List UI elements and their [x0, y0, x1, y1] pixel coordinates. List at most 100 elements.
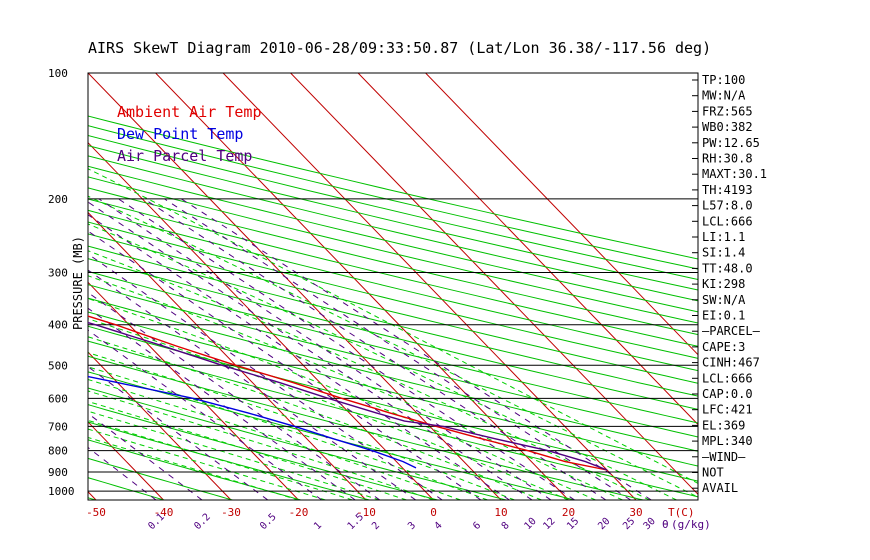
mixing-ratio-line [88, 269, 417, 500]
dry-adiabat-line [88, 355, 644, 500]
side-panel-item: SW:N/A [702, 293, 746, 307]
dry-adiabat-line [88, 233, 698, 384]
side-panel-item: WB0:382 [702, 120, 753, 134]
isotherm-line [88, 141, 434, 500]
dry-adiabat-line [88, 198, 698, 347]
isotherm-line [88, 421, 164, 500]
dry-adiabat-line [88, 325, 698, 482]
isotherm-line [88, 351, 232, 500]
side-panel-item: KI:298 [702, 277, 745, 291]
side-panel-item: TP:100 [702, 73, 745, 87]
dry-adiabat-line [88, 125, 698, 270]
side-panel-item: LI:1.1 [702, 230, 745, 244]
legend-entry: Air Parcel Temp [117, 147, 252, 165]
mixing-ratio-line [88, 214, 510, 500]
mixing-ratio-line [88, 366, 269, 500]
side-panel-item: LFC:421 [702, 403, 753, 417]
moist-adiabat-line [88, 297, 596, 500]
mixing-ratio-line [88, 307, 356, 500]
side-panel-item: LCL:666 [702, 214, 753, 228]
dry-adiabat-line [88, 311, 698, 467]
mixing-ratio-line [164, 198, 631, 500]
isotherm-line [290, 73, 698, 496]
moist-adiabat-line [88, 195, 698, 498]
moist-adiabat-line [88, 318, 569, 500]
moist-adiabat-line [88, 410, 380, 500]
bottom-temperature-tick: -10 [356, 506, 376, 519]
pressure-tick-label: 200 [48, 193, 68, 206]
pressure-tick-label: 300 [48, 267, 68, 280]
side-panel-item: CAP:0.0 [702, 387, 753, 401]
dry-adiabat-line [88, 209, 698, 359]
bottom-temperature-tick: 0 [430, 506, 437, 519]
dry-adiabat-line [88, 176, 698, 324]
dry-adiabat-line [88, 221, 698, 372]
isotherm-line [357, 73, 698, 426]
isotherm-line [88, 73, 502, 500]
side-panel-item: PW:12.65 [702, 136, 760, 150]
moist-adiabat-line [88, 168, 698, 484]
dry-adiabat-line [88, 371, 575, 500]
dry-adiabat-line [88, 258, 698, 410]
mixing-ratio-tick: 0.2 [192, 512, 213, 533]
dry-adiabat-line [88, 187, 698, 336]
pressure-tick-label: 100 [48, 67, 68, 80]
pressure-tick-label: 700 [48, 420, 68, 433]
dry-adiabat-line [88, 457, 233, 500]
side-panel-item: CAPE:3 [702, 340, 745, 354]
side-panel-item: RH:30.8 [702, 152, 753, 166]
side-panel-item: CINH:467 [702, 356, 760, 370]
series-line [88, 315, 608, 471]
mixing-ratio-tick: 8 [500, 520, 512, 532]
bottom-temperature-tick: -20 [289, 506, 309, 519]
y-axis-label: PRESSURE (MB) [71, 236, 85, 330]
mixing-ratio-line [88, 329, 323, 500]
bottom-temperature-tick: 20 [562, 506, 575, 519]
pressure-tick-label: 900 [48, 466, 68, 479]
isotherm-line [88, 281, 299, 500]
mixing-ratio-line [98, 198, 552, 500]
dry-adiabat-line [88, 387, 507, 500]
mixing-ratio-tick: 20 [596, 516, 612, 532]
side-panel-item: MW:N/A [702, 89, 746, 103]
side-panel-item: MPL:340 [702, 434, 753, 448]
side-panel-item: AVAIL [702, 481, 738, 495]
legend-entry: Dew Point Temp [117, 125, 243, 143]
side-panel-item: LCL:666 [702, 371, 753, 385]
pressure-tick-label: 400 [48, 319, 68, 332]
bottom-temperature-tick: -30 [221, 506, 241, 519]
mixing-ratio-tick: 10 [522, 516, 538, 532]
mixing-ratio-tick: 3 [406, 520, 418, 532]
dry-adiabat-line [88, 135, 698, 281]
dry-adiabat-line [88, 270, 698, 424]
dry-adiabat-line [88, 404, 438, 500]
side-panel-item: —PARCEL— [702, 324, 761, 338]
side-panel-item: FRZ:565 [702, 104, 753, 118]
mixing-ratio-tick: 0.5 [258, 512, 279, 533]
dry-adiabat-line [88, 165, 698, 313]
side-panel-item: TH:4193 [702, 183, 753, 197]
legend: Ambient Air Temp Dew Point Temp Air Parcel… [117, 103, 262, 165]
mixing-ratio-tick: 2 [370, 520, 382, 532]
pressure-tick-label: 600 [48, 392, 68, 405]
side-panel-item: L57:8.0 [702, 199, 753, 213]
dry-adiabat-line [0, 73, 27, 500]
x-axis-unit-label: T(C) [668, 506, 695, 519]
pressure-tick-label: 800 [48, 445, 68, 458]
plot-grid [0, 72, 699, 501]
side-panel-item: EI:0.1 [702, 309, 745, 323]
dry-adiabat-line [88, 155, 698, 302]
mixing-ratio-line [88, 230, 482, 500]
mixing-ratio-unit-label: (g/kg) [671, 518, 711, 531]
side-panel-item: MAXT:30.1 [702, 167, 767, 181]
mixing-ratio-line [88, 291, 381, 500]
chart-title: AIRS SkewT Diagram 2010-06-28/09:33:50.8… [88, 39, 711, 57]
dry-adiabat-line [88, 245, 698, 397]
dry-adiabat-line [88, 421, 370, 500]
mixing-ratio-tick: 1 [312, 520, 324, 532]
bottom-temperature-tick: -50 [86, 506, 106, 519]
side-panel-item: SI:1.4 [702, 246, 745, 260]
series-line [88, 375, 417, 469]
